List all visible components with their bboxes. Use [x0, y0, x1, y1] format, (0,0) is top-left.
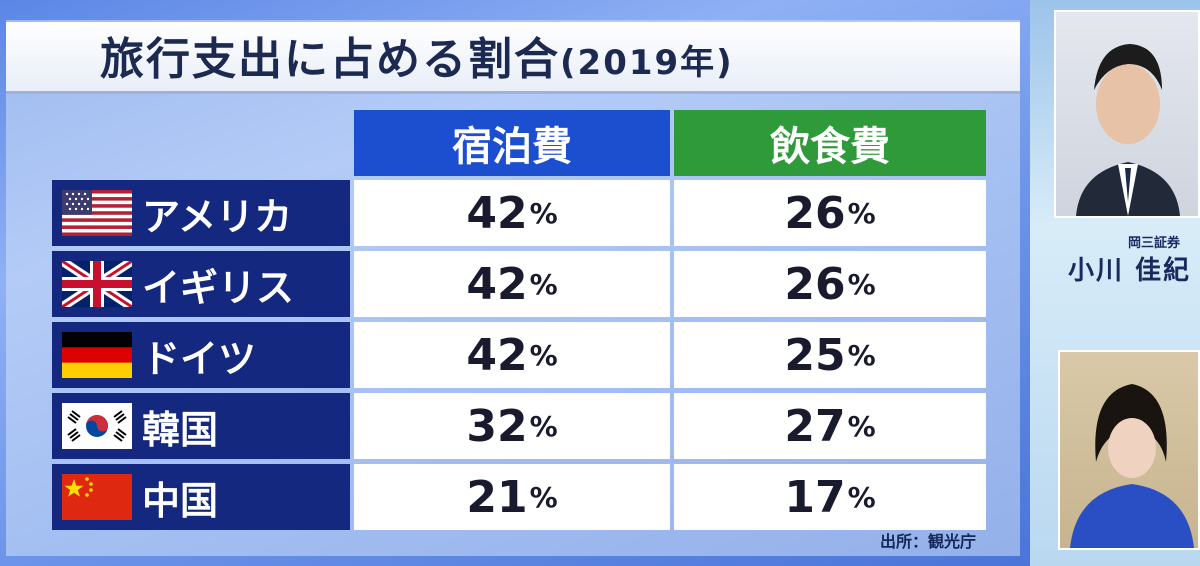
title-year: (2019年) — [560, 43, 734, 83]
germany-flag-icon — [62, 332, 132, 378]
china-flag-icon — [62, 474, 132, 520]
value: 42 — [466, 258, 528, 310]
percent-sign: % — [847, 409, 876, 443]
row-label-china: 中国 — [52, 464, 350, 530]
cell-food-usa: 26% — [674, 180, 986, 246]
presenter-org: 岡三証券 — [1128, 236, 1181, 251]
country-name: ドイツ — [142, 336, 257, 381]
source-note: 出所：観光庁 — [880, 532, 977, 551]
country-name: アメリカ — [142, 194, 293, 239]
value: 26 — [784, 258, 846, 310]
cell-lodging-uk: 42% — [354, 251, 670, 317]
value: 32 — [466, 400, 528, 452]
presenter-caption: 岡三証券 小川 佳紀 — [1058, 226, 1200, 296]
percent-sign: % — [529, 267, 558, 301]
cell-lodging-china: 21% — [354, 464, 670, 530]
country-name: 韓国 — [142, 407, 219, 452]
cell-lodging-germany: 42% — [354, 322, 670, 388]
percent-sign: % — [529, 338, 558, 372]
percent-sign: % — [847, 480, 876, 514]
cell-lodging-korea: 32% — [354, 393, 670, 459]
percent-sign: % — [847, 267, 876, 301]
usa-flag-icon — [62, 190, 132, 236]
column-header-lodging: 宿泊費 — [354, 110, 670, 176]
page-title: 旅行支出に占める割合(2019年) — [100, 30, 734, 90]
country-name: 中国 — [142, 478, 219, 523]
percent-sign: % — [847, 196, 876, 230]
cell-food-korea: 27% — [674, 393, 986, 459]
cell-food-uk: 26% — [674, 251, 986, 317]
value: 27 — [784, 400, 846, 452]
percent-sign: % — [529, 196, 558, 230]
korea-flag-icon — [62, 403, 132, 449]
percent-sign: % — [529, 480, 558, 514]
value: 25 — [784, 329, 846, 381]
row-label-korea: 韓国 — [52, 393, 350, 459]
column-header-food: 飲食費 — [674, 110, 986, 176]
value: 17 — [784, 471, 846, 523]
uk-flag-icon — [62, 261, 132, 307]
cell-food-china: 17% — [674, 464, 986, 530]
country-name: イギリス — [142, 265, 295, 310]
presenter-video — [1054, 10, 1200, 218]
presenter-name: 小川 佳紀 — [1068, 256, 1192, 286]
row-label-usa: アメリカ — [52, 180, 350, 246]
value: 26 — [784, 187, 846, 239]
cell-food-germany: 25% — [674, 322, 986, 388]
value: 42 — [466, 187, 528, 239]
cell-lodging-usa: 42% — [354, 180, 670, 246]
title-bar — [6, 22, 1020, 94]
title-main: 旅行支出に占める割合 — [100, 34, 560, 85]
row-label-uk: イギリス — [52, 251, 350, 317]
percent-sign: % — [529, 409, 558, 443]
value: 42 — [466, 329, 528, 381]
percent-sign: % — [847, 338, 876, 372]
anchor-video — [1058, 350, 1200, 550]
row-label-germany: ドイツ — [52, 322, 350, 388]
value: 21 — [466, 471, 528, 523]
